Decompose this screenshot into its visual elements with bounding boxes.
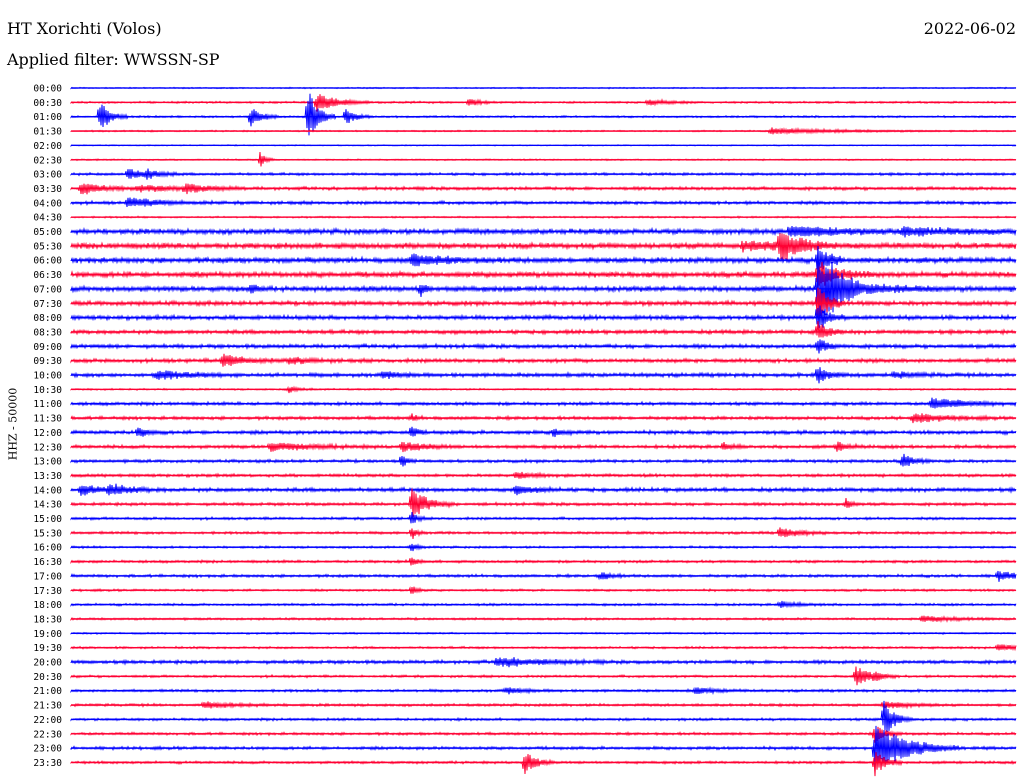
time-label: 07:30 (33, 299, 62, 310)
time-label: 16:00 (33, 543, 62, 554)
station-title: HT Xorichti (Volos) (7, 19, 162, 38)
time-label: 19:30 (33, 643, 62, 654)
time-label: 17:00 (33, 571, 62, 582)
seismogram-trace (70, 261, 1017, 286)
time-label: 09:30 (33, 356, 62, 367)
time-label: 21:30 (33, 701, 62, 712)
time-label: 14:00 (33, 485, 62, 496)
time-label: 20:30 (33, 672, 62, 683)
seismogram-trace (70, 488, 1017, 517)
time-label: 03:00 (33, 170, 62, 181)
time-label: 15:30 (33, 528, 62, 539)
time-label: 13:30 (33, 471, 62, 482)
time-label: 06:00 (33, 256, 62, 267)
time-label-column: 00:00 00:30 01:00 01:30 02:00 02:30 03:00 03:30… (33, 84, 62, 769)
time-label: 17:30 (33, 586, 62, 597)
time-label: 08:30 (33, 327, 62, 338)
time-label: 09:00 (33, 342, 62, 353)
time-label: 10:00 (33, 371, 62, 382)
time-label: 14:30 (33, 500, 62, 511)
time-label: 07:00 (33, 284, 62, 295)
record-date: 2022-06-02 (923, 19, 1016, 38)
time-label: 01:00 (33, 112, 62, 123)
seismogram-trace (70, 305, 1017, 329)
time-label: 08:00 (33, 313, 62, 324)
time-label: 05:30 (33, 241, 62, 252)
time-label: 04:30 (33, 213, 62, 224)
time-label: 18:00 (33, 600, 62, 611)
filter-label: Applied filter: WWSSN-SP (7, 50, 220, 69)
time-label: 19:00 (33, 629, 62, 640)
time-label: 21:00 (33, 686, 62, 697)
time-label: 05:00 (33, 227, 62, 238)
time-label: 16:30 (33, 557, 62, 568)
time-label: 20:00 (33, 658, 62, 669)
time-label: 02:30 (33, 155, 62, 166)
time-label: 00:00 (33, 84, 62, 95)
time-label: 06:30 (33, 270, 62, 281)
time-label: 18:30 (33, 614, 62, 625)
time-label: 04:00 (33, 198, 62, 209)
time-label: 13:00 (33, 457, 62, 468)
seismogram-trace (70, 93, 1017, 136)
seismogram-traces (70, 86, 1017, 777)
seismogram-trace (70, 233, 1017, 261)
time-label: 03:30 (33, 184, 62, 195)
time-label: 00:30 (33, 98, 62, 109)
time-label: 22:30 (33, 729, 62, 740)
time-label: 22:00 (33, 715, 62, 726)
time-label: 23:00 (33, 744, 62, 755)
time-label: 11:30 (33, 414, 62, 425)
time-label: 15:00 (33, 514, 62, 525)
seismogram-trace (70, 225, 1017, 238)
time-label: 02:00 (33, 141, 62, 152)
time-label: 12:00 (33, 428, 62, 439)
seismogram-trace (70, 511, 1017, 524)
time-label: 12:30 (33, 442, 62, 453)
time-label: 23:30 (33, 758, 62, 769)
time-label: 01:30 (33, 127, 62, 138)
seismogram-trace (70, 321, 1017, 338)
time-label: 10:30 (33, 385, 62, 396)
seismogram-trace (70, 453, 1017, 467)
time-label: 11:00 (33, 399, 62, 410)
